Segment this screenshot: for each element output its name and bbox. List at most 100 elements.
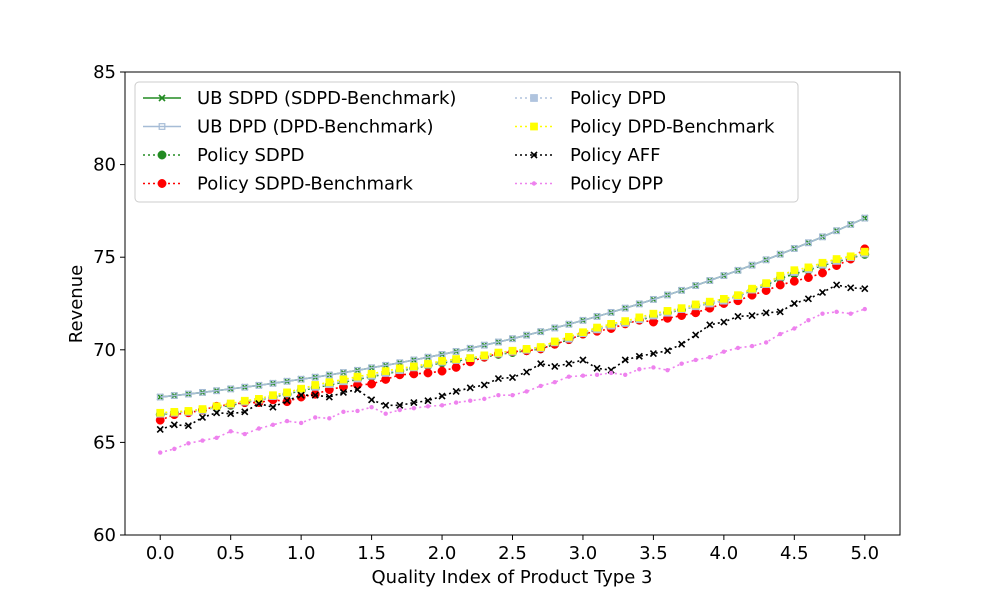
data-point [565,320,573,328]
data-point [156,408,165,417]
data-point [395,364,404,373]
x-tick-label: 5.0 [850,543,879,564]
x-axis-ticks: 0.0 0.5 1.0 1.5 2.0 2.5 3.0 3.5 4.0 4.5 5.0 [146,535,879,564]
data-point [213,409,221,417]
data-point [269,391,277,400]
y-tick-label: 80 [93,155,116,176]
data-point [439,403,445,408]
data-point [383,411,388,416]
data-point [480,351,489,360]
data-point [848,311,853,316]
data-point [423,368,433,378]
data-point [341,409,346,415]
data-point [269,403,277,411]
data-point [325,393,333,401]
legend-entry: Policy DPP [515,174,663,195]
series-2 [156,214,869,401]
data-point [748,261,756,269]
data-point [806,317,811,323]
data-point [579,356,587,364]
data-point [297,384,305,393]
data-point [692,331,700,339]
data-point [523,368,531,376]
data-point [508,374,517,382]
data-point [256,426,262,431]
data-point [818,258,827,267]
data-point [707,355,712,360]
data-point [819,233,826,241]
series-line [159,284,865,431]
data-point [537,360,545,368]
data-point [861,214,869,222]
data-point [367,379,377,389]
x-tick-label: 4.5 [780,543,809,564]
data-point [184,407,193,415]
data-point [297,391,305,399]
legend-marker [530,94,538,102]
x-tick-label: 1.5 [357,543,386,564]
data-point [734,312,742,321]
data-point [536,343,545,351]
y-tick-label: 60 [93,525,116,546]
data-point [790,299,798,308]
data-point [677,304,686,312]
data-point [453,400,459,405]
data-point [734,266,742,274]
data-point [635,352,643,360]
legend-entry: Policy DPD-Benchmark [515,117,775,138]
data-point [494,374,502,383]
data-point [255,381,263,389]
data-point [805,239,812,247]
data-point [438,392,446,400]
series-line [160,252,865,415]
data-point [790,245,798,252]
data-point [311,373,319,381]
data-point [200,438,205,443]
x-tick-label: 1.0 [287,543,316,564]
data-point [550,337,559,346]
data-point [496,392,501,398]
data-point [762,309,770,317]
data-point [651,365,656,370]
data-point [778,331,783,337]
data-point [538,383,543,389]
data-point [156,393,164,401]
data-point [214,435,219,440]
data-point [607,308,615,316]
data-point [410,362,418,371]
x-tick-label: 2.0 [428,543,457,564]
data-point [608,370,614,376]
data-point [551,324,559,332]
y-tick-label: 75 [93,247,116,268]
data-point [452,387,460,396]
data-point [706,277,714,284]
data-point [494,348,503,357]
data-point [410,399,418,407]
data-point [284,418,290,424]
data-point [184,422,192,430]
series-line [160,308,866,454]
data-point [720,295,728,303]
data-point [593,364,601,372]
y-tick-label: 70 [93,340,116,361]
data-point [678,340,686,348]
data-point [325,378,334,387]
data-point [198,413,207,421]
data-point [679,361,684,366]
data-point [776,271,785,280]
data-point [482,396,487,402]
data-point [665,367,670,373]
data-point [580,373,586,378]
data-point [480,341,488,349]
data-point [846,252,855,261]
data-point [255,399,263,408]
data-point [269,379,277,387]
data-point [186,441,191,446]
data-point [451,362,461,372]
x-tick-label: 3.0 [569,543,598,564]
data-point [748,284,756,293]
data-point [860,247,869,256]
data-point [468,398,473,403]
data-point [198,405,207,413]
